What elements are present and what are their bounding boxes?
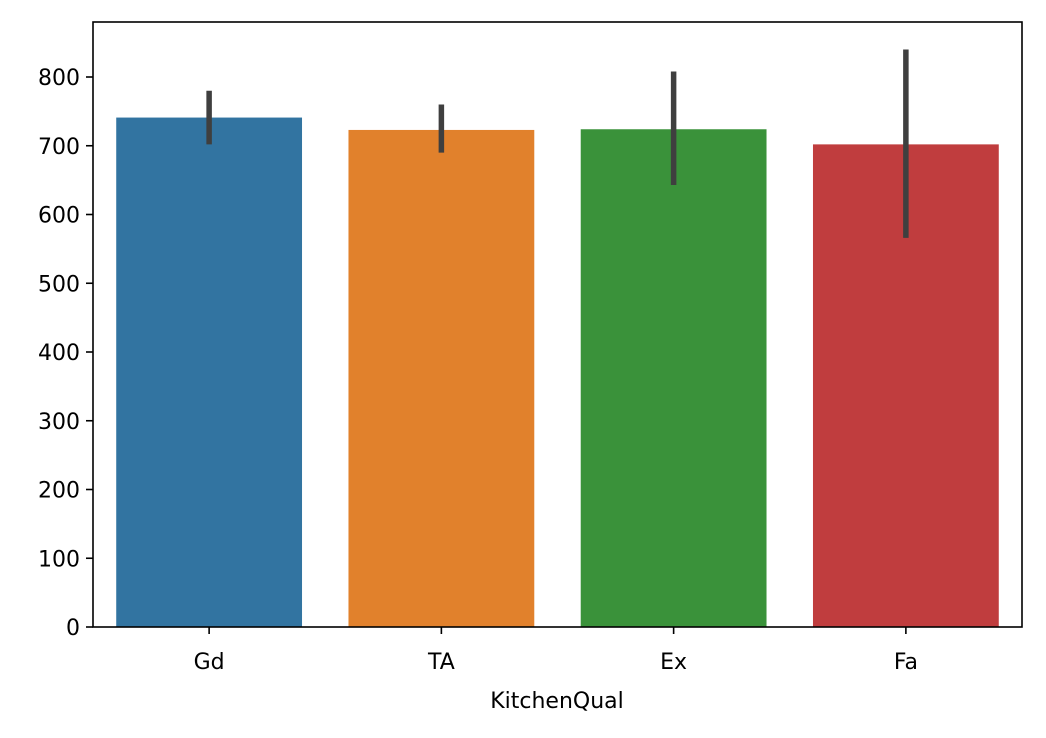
- x-tick-label-ex: Ex: [660, 650, 687, 675]
- y-tick-label-0: 0: [66, 616, 80, 641]
- error-bars-layer: [206, 49, 909, 238]
- y-tick-label-500: 500: [38, 272, 80, 297]
- bars-layer: [116, 117, 999, 627]
- y-axis: 0 100 200 300 400 500 600 700 800: [38, 66, 93, 641]
- bar-ex: [580, 129, 767, 627]
- bar-gd: [116, 117, 303, 627]
- x-tick-label-fa: Fa: [894, 650, 918, 675]
- x-axis: Gd TA Ex Fa: [194, 627, 918, 675]
- x-axis-label: KitchenQual: [490, 689, 624, 714]
- y-tick-label-100: 100: [38, 547, 80, 572]
- y-tick-label-400: 400: [38, 341, 80, 366]
- x-tick-label-ta: TA: [427, 650, 455, 675]
- y-tick-label-300: 300: [38, 410, 80, 435]
- y-tick-label-800: 800: [38, 66, 80, 91]
- y-tick-label-700: 700: [38, 135, 80, 160]
- plot-frame: [92, 21, 1023, 628]
- bar-ta: [348, 129, 535, 627]
- y-tick-label-200: 200: [38, 479, 80, 504]
- x-tick-label-gd: Gd: [194, 650, 225, 675]
- y-tick-label-600: 600: [38, 204, 80, 229]
